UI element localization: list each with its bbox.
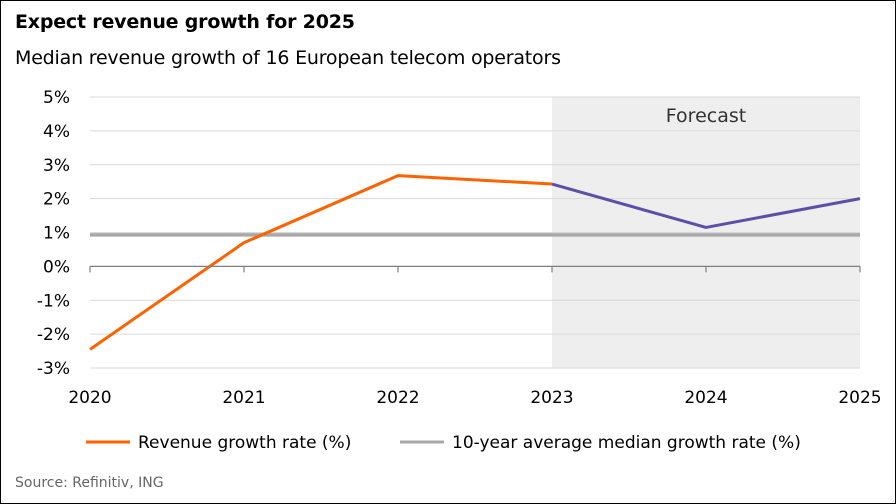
x-tick-label: 2024 <box>684 388 727 408</box>
x-tick-label: 2025 <box>838 388 881 408</box>
axis-layer: 5% 4% 3% 2% 1% 0% -1% -2% -3% 2020 2021 2022 2023 202… <box>37 88 882 408</box>
x-tick-label: 2022 <box>376 388 419 408</box>
y-tick-label: 1% <box>43 224 70 244</box>
forecast-label: Forecast <box>666 105 746 127</box>
forecast-growth-line <box>551 182 861 229</box>
y-tick-label: 3% <box>43 156 70 176</box>
y-tick-label: 4% <box>43 122 70 142</box>
y-tick-label: 0% <box>43 257 70 277</box>
chart-source: Source: Refinitiv, ING <box>15 475 164 491</box>
y-tick-label: -3% <box>37 359 70 379</box>
revenue-growth-line <box>89 174 553 351</box>
legend-layer: Revenue growth rate (%) 10-year average m… <box>86 433 801 453</box>
legend-label: 10-year average median growth rate (%) <box>452 433 801 453</box>
legend-label: Revenue growth rate (%) <box>138 433 351 453</box>
grid-layer <box>90 96 860 369</box>
chart-subtitle: Median revenue growth of 16 European tel… <box>15 47 561 69</box>
y-tick-label: -1% <box>37 291 70 311</box>
x-tick-label: 2021 <box>222 388 265 408</box>
series-layer <box>89 174 861 351</box>
x-tick-label: 2023 <box>530 388 573 408</box>
x-tick-label: 2020 <box>68 388 111 408</box>
y-tick-label: -2% <box>37 325 70 345</box>
y-tick-label: 2% <box>43 190 70 210</box>
chart-title: Expect revenue growth for 2025 <box>15 11 355 33</box>
y-tick-label: 5% <box>43 88 70 108</box>
